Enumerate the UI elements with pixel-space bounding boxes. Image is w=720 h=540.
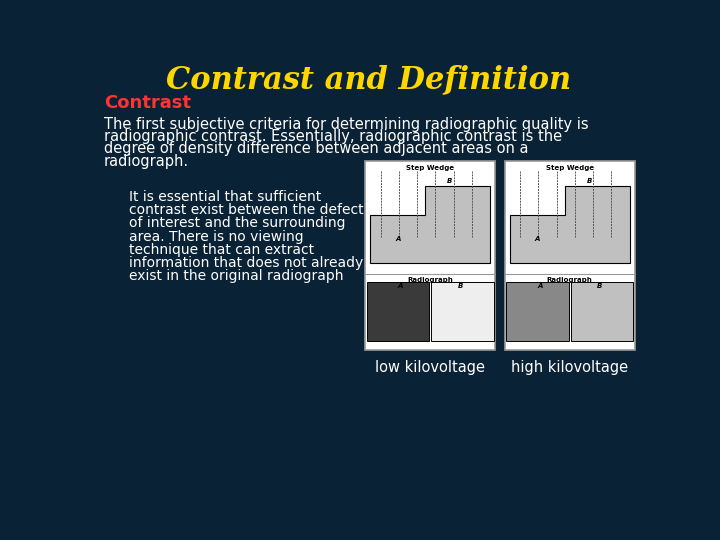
Text: Step Wedge: Step Wedge xyxy=(406,165,454,171)
Text: Step Wedge: Step Wedge xyxy=(546,165,594,171)
Text: technique that can extract: technique that can extract xyxy=(129,242,314,256)
Text: A: A xyxy=(537,284,542,289)
Text: degree of density difference between adjacent areas on a: degree of density difference between adj… xyxy=(104,141,528,156)
Text: Radiograph: Radiograph xyxy=(408,278,453,284)
Text: B: B xyxy=(597,284,603,289)
Text: radiographic contrast. Essentially, radiographic contrast is the: radiographic contrast. Essentially, radi… xyxy=(104,129,562,144)
Text: Contrast and Definition: Contrast and Definition xyxy=(166,65,572,96)
Text: of interest and the surrounding: of interest and the surrounding xyxy=(129,217,346,231)
Text: Contrast: Contrast xyxy=(104,94,191,112)
Text: A: A xyxy=(395,236,400,242)
Text: B: B xyxy=(457,284,463,289)
Text: The first subjective criteria for determining radiographic quality is: The first subjective criteria for determ… xyxy=(104,117,588,132)
Text: information that does not already: information that does not already xyxy=(129,255,363,269)
Text: B: B xyxy=(447,178,452,185)
Polygon shape xyxy=(370,186,490,263)
Bar xyxy=(365,161,495,350)
Bar xyxy=(506,282,569,341)
Text: B: B xyxy=(587,178,592,185)
Polygon shape xyxy=(510,186,629,263)
Text: contrast exist between the defect: contrast exist between the defect xyxy=(129,204,364,217)
Text: radiograph.: radiograph. xyxy=(104,153,189,168)
Text: A: A xyxy=(534,236,540,242)
Text: Radiograph: Radiograph xyxy=(547,278,593,284)
Text: area. There is no viewing: area. There is no viewing xyxy=(129,230,303,244)
Text: A: A xyxy=(397,284,403,289)
Bar xyxy=(366,282,429,341)
Text: It is essential that sufficient: It is essential that sufficient xyxy=(129,190,321,204)
Bar xyxy=(570,282,634,341)
Bar xyxy=(505,161,635,350)
Text: low kilovoltage: low kilovoltage xyxy=(375,361,485,375)
Text: exist in the original radiograph: exist in the original radiograph xyxy=(129,269,343,283)
Bar xyxy=(431,282,494,341)
Text: high kilovoltage: high kilovoltage xyxy=(511,361,629,375)
